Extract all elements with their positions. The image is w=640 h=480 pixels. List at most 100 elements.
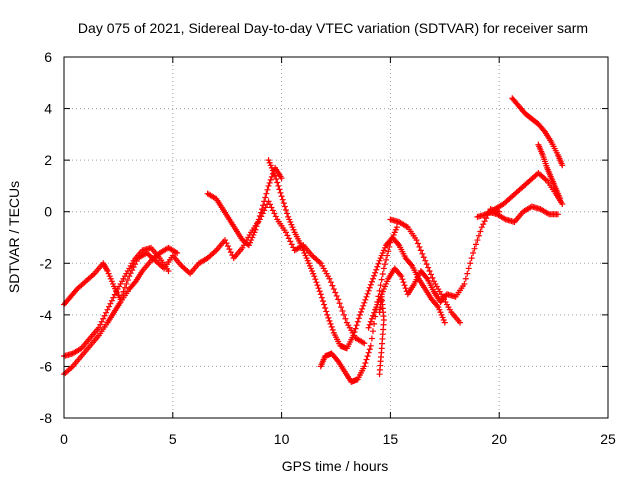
data-point <box>268 204 275 211</box>
data-point <box>365 324 372 331</box>
data-point <box>333 292 340 299</box>
data-point <box>429 274 436 281</box>
data-point <box>95 324 102 331</box>
data-point <box>559 162 566 169</box>
x-tick-label: 20 <box>491 431 507 447</box>
data-point <box>475 232 482 239</box>
axis-ticks <box>63 56 609 419</box>
data-point <box>376 287 383 294</box>
data-point <box>359 305 366 312</box>
data-point <box>351 329 358 336</box>
data-point <box>480 221 487 228</box>
data-point <box>434 302 441 309</box>
data-point <box>478 224 485 231</box>
data-point <box>110 294 117 301</box>
data-point <box>174 249 181 256</box>
chart-title: Day 075 of 2021, Sidereal Day-to-day VTE… <box>78 20 588 36</box>
data-point <box>381 261 388 268</box>
data-point <box>324 311 331 318</box>
data-point <box>267 176 274 183</box>
data-point <box>342 315 349 322</box>
y-tick-label: -2 <box>40 255 53 271</box>
data-point <box>384 252 391 259</box>
series-track-c <box>61 244 172 360</box>
data-point <box>321 301 328 308</box>
data-point <box>467 260 474 267</box>
data-point <box>554 211 561 218</box>
data-point <box>260 202 267 209</box>
data-point <box>413 237 420 244</box>
data-point <box>322 304 329 311</box>
data-point <box>100 315 107 322</box>
data-point <box>101 312 108 319</box>
data-point <box>362 296 369 303</box>
data-point <box>282 229 289 236</box>
data-point <box>257 209 264 216</box>
data-point <box>468 255 475 262</box>
data-point <box>363 293 370 300</box>
data-point <box>284 232 291 239</box>
plot-frame <box>63 56 609 419</box>
data-point <box>364 353 371 360</box>
data-point <box>285 235 292 242</box>
data-point <box>423 261 430 268</box>
data-point <box>111 291 118 298</box>
data-point <box>132 261 139 268</box>
data-point <box>457 319 464 326</box>
data-point <box>374 263 381 270</box>
data-point <box>369 275 376 282</box>
data-point <box>471 245 478 252</box>
data-point <box>423 274 430 281</box>
data-point <box>369 328 376 335</box>
data-point <box>268 173 275 180</box>
series-track-m <box>535 141 564 202</box>
data-point <box>328 323 335 330</box>
data-point <box>281 203 288 210</box>
data-point <box>361 340 368 347</box>
data-point <box>540 127 547 134</box>
data-point <box>259 206 266 213</box>
data-point <box>377 282 384 289</box>
data-point <box>371 272 378 279</box>
x-tick-label: 15 <box>383 431 399 447</box>
y-tick-label: 4 <box>44 101 52 117</box>
data-point <box>319 298 326 305</box>
data-point <box>121 284 128 291</box>
data-point <box>441 319 448 326</box>
data-point <box>365 287 372 294</box>
data-point <box>103 309 110 316</box>
data-point <box>358 308 365 315</box>
data-point <box>425 264 432 271</box>
data-point <box>368 315 375 322</box>
data-point <box>311 273 318 280</box>
data-point <box>477 228 484 235</box>
data-point <box>103 266 110 273</box>
data-point <box>327 279 334 286</box>
x-tick-label: 5 <box>169 431 177 447</box>
data-point <box>265 182 272 189</box>
data-point <box>422 257 429 264</box>
data-point <box>481 218 488 225</box>
data-point <box>327 320 334 327</box>
data-point <box>559 200 566 207</box>
data-point <box>277 189 284 196</box>
data-point <box>395 240 402 247</box>
data-point <box>365 349 372 356</box>
data-point <box>130 264 137 271</box>
data-point <box>355 315 362 322</box>
data-point <box>464 270 471 277</box>
data-point <box>317 291 324 298</box>
data-point <box>335 296 342 303</box>
data-point <box>376 309 383 316</box>
data-point <box>414 240 421 247</box>
data-point <box>287 238 294 245</box>
data-point <box>223 240 230 247</box>
data-point <box>417 247 424 254</box>
data-point <box>397 271 404 278</box>
data-point <box>385 248 392 255</box>
data-point <box>338 304 345 311</box>
tick-labels: 0 5 10 15 20 25 -8 -6 -4 -2 0 2 4 6 <box>40 49 616 447</box>
data-point <box>329 326 336 333</box>
data-point <box>274 179 281 186</box>
